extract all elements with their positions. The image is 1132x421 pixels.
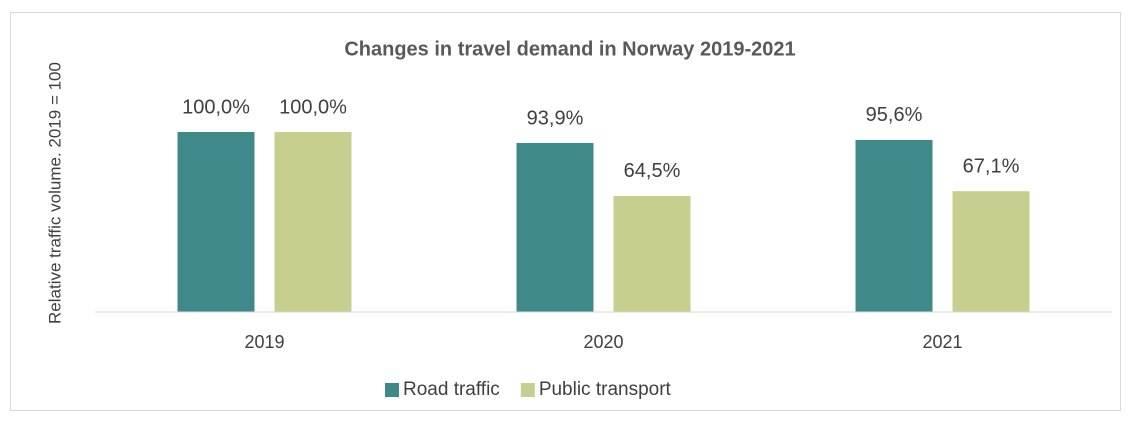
bar (516, 142, 594, 312)
bar (274, 132, 352, 312)
chart-border (10, 12, 1121, 411)
x-tick-label: 2021 (922, 332, 962, 352)
x-tick-label: 2020 (583, 332, 623, 352)
legend-swatch (520, 383, 535, 397)
value-label: 64,5% (624, 160, 681, 182)
value-label: 100,0% (279, 96, 347, 118)
bar (177, 132, 255, 312)
x-tick-label: 2019 (244, 332, 284, 352)
legend-label: Road traffic (403, 379, 500, 400)
chart-title: Changes in travel demand in Norway 2019-… (344, 38, 795, 60)
value-label: 95,6% (866, 104, 923, 126)
value-label: 93,9% (527, 107, 584, 129)
bar (613, 195, 691, 312)
value-label: 67,1% (963, 156, 1020, 178)
y-axis-label: Relative traffic volume. 2019 = 100 (45, 62, 65, 324)
legend-swatch (385, 383, 399, 397)
value-label: 100,0% (182, 96, 250, 118)
bar (952, 191, 1030, 312)
bar (855, 139, 933, 312)
legend-label: Public transport (539, 379, 672, 400)
